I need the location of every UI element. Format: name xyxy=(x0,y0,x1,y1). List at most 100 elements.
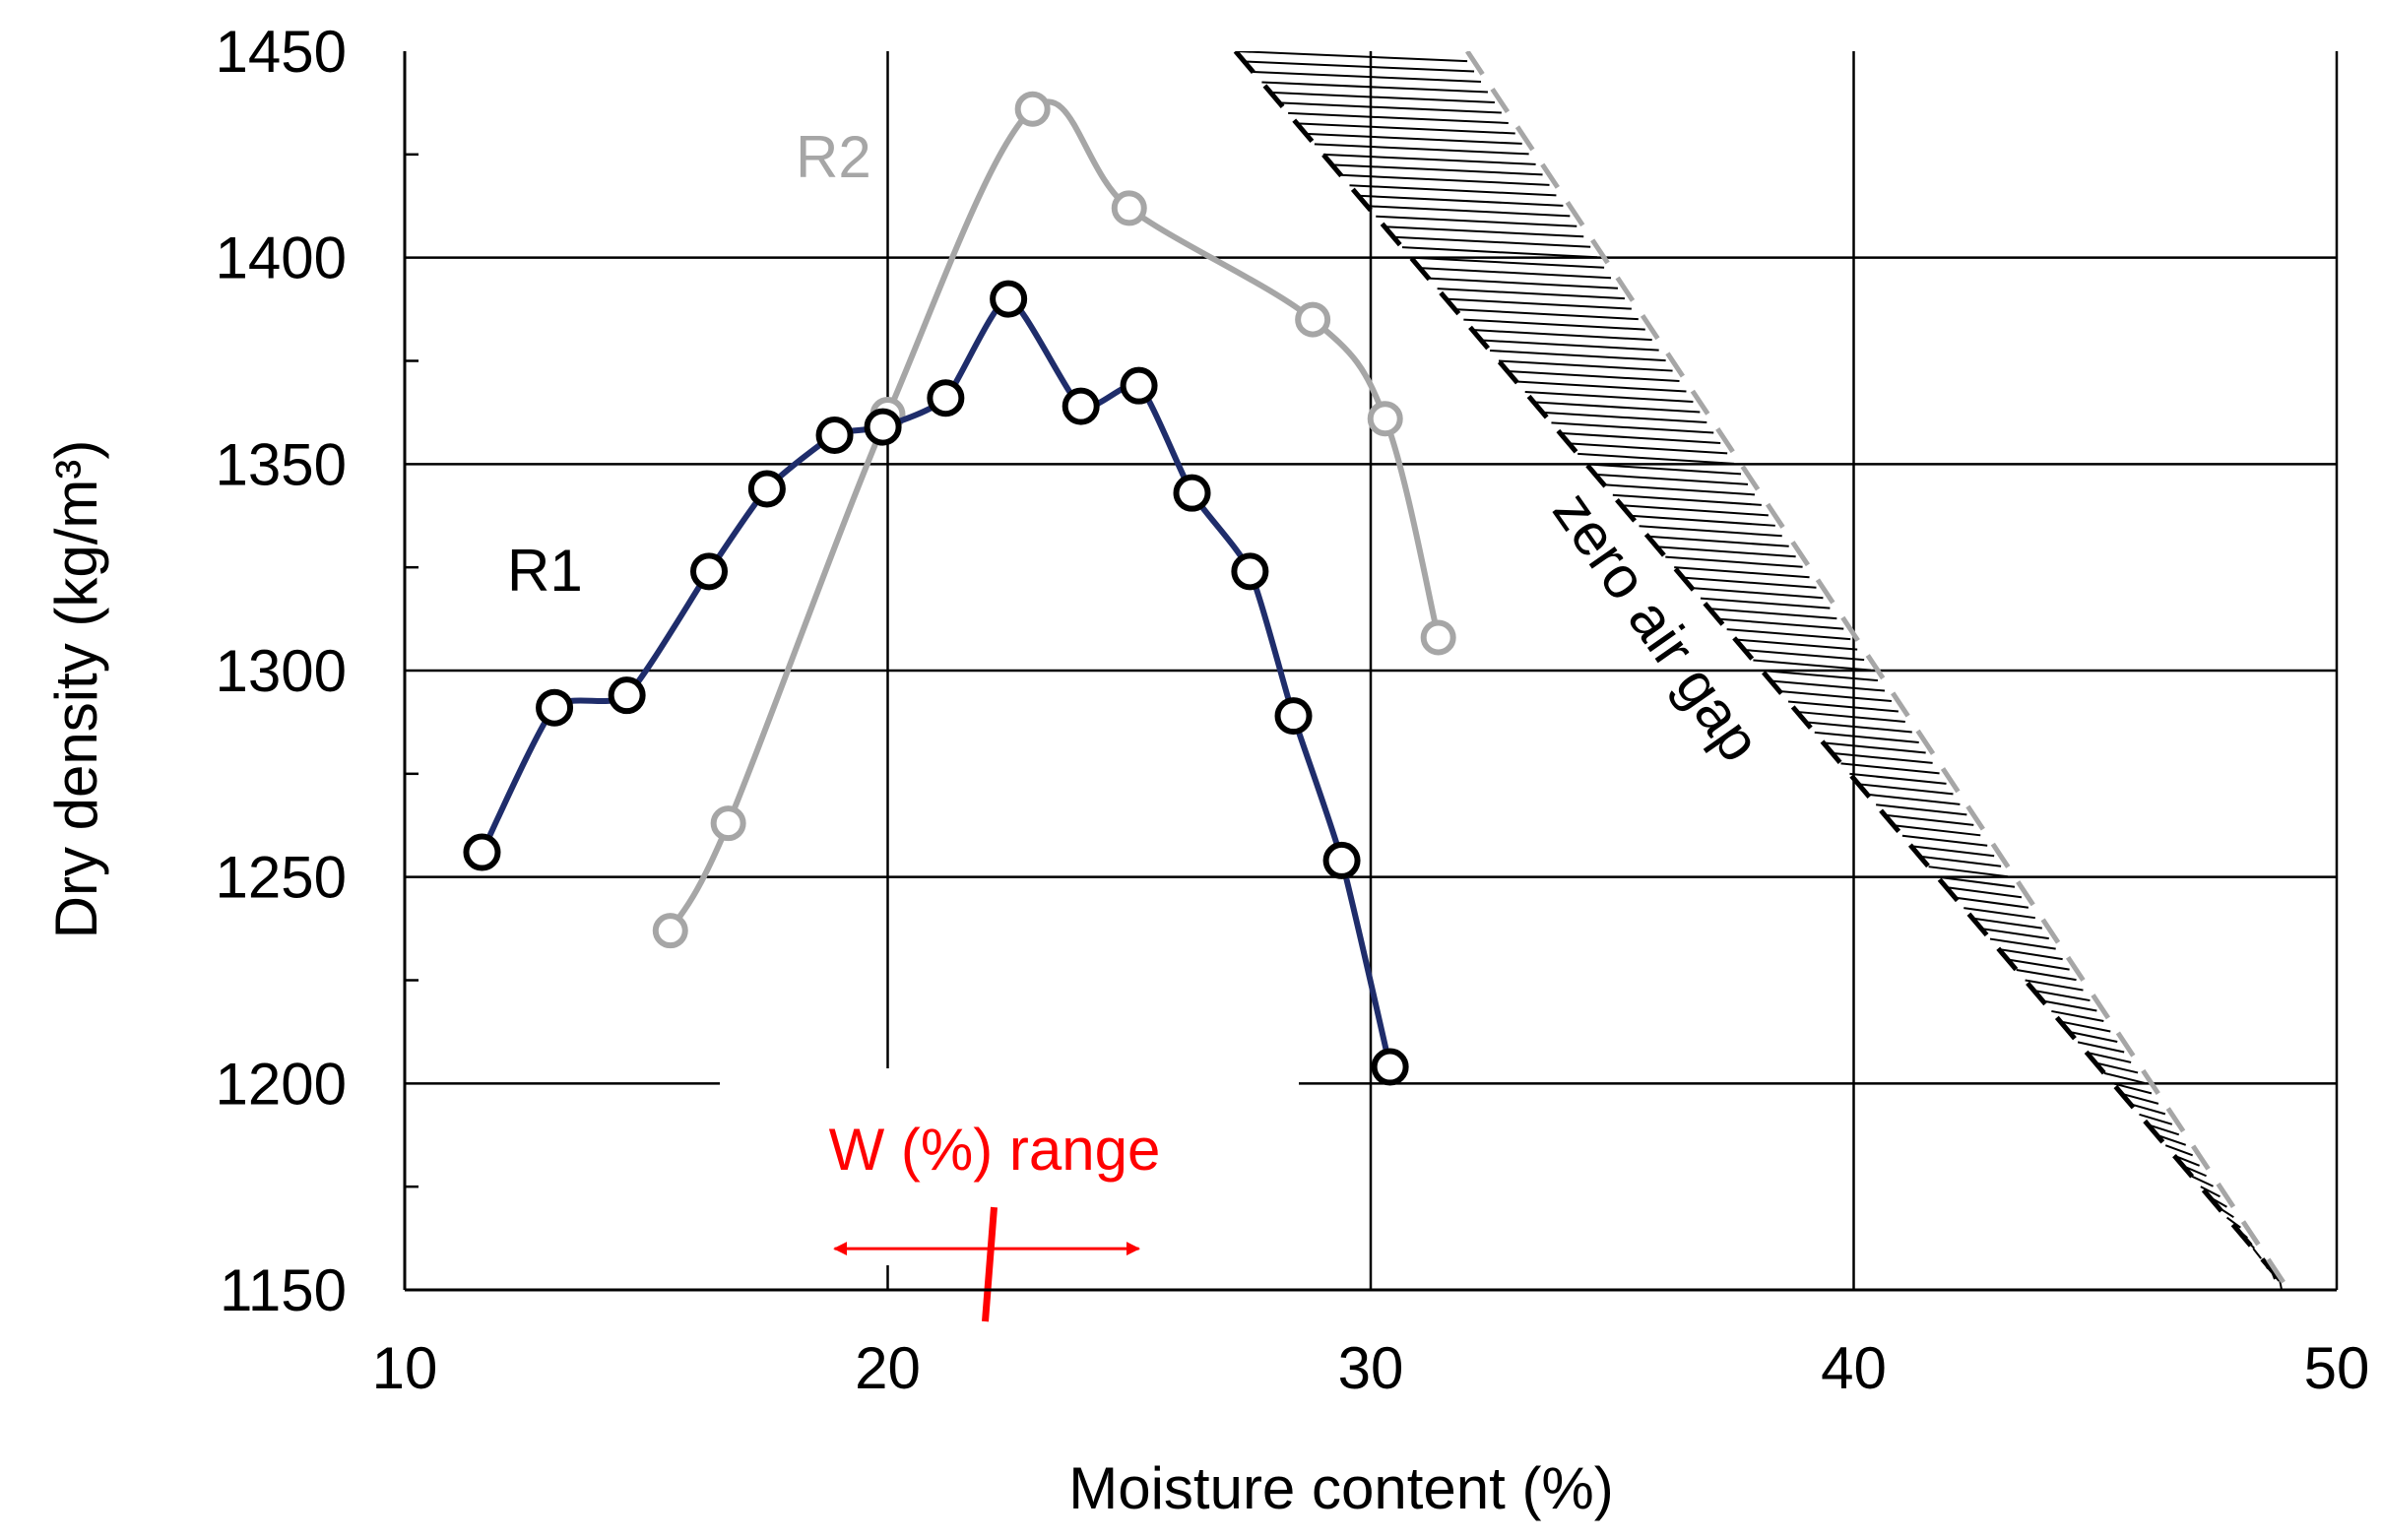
hatch-line xyxy=(1569,442,1728,455)
hatch-line xyxy=(2042,999,2097,1012)
hatch-line xyxy=(1630,514,1775,527)
x-tick-label: 50 xyxy=(2304,1335,2370,1401)
y-tick-label: 1350 xyxy=(216,431,347,497)
y-tick-label: 1200 xyxy=(216,1051,347,1117)
hatch-line xyxy=(1647,535,1789,547)
hatch-line xyxy=(1753,659,1872,672)
hatch-line xyxy=(1419,267,1612,280)
hatch-line xyxy=(1849,772,1947,785)
hatch-line xyxy=(1674,566,1810,579)
hatch-line xyxy=(1762,670,1879,682)
series-r1-point xyxy=(1322,841,1361,879)
hatch-line xyxy=(2060,1020,2111,1033)
hatch-line xyxy=(1989,937,2056,950)
hatch-line xyxy=(1700,597,1831,610)
hatch-line xyxy=(1384,225,1584,238)
hatch-line xyxy=(1253,70,1482,84)
hatch-line xyxy=(1972,917,2042,930)
hatch-line xyxy=(1884,813,1974,826)
hatch-line xyxy=(1612,493,1762,506)
hatch-line xyxy=(1964,907,2035,920)
hatch-line xyxy=(1296,122,1515,135)
hatch-line xyxy=(1867,793,1961,805)
hatch-line xyxy=(1998,948,2063,961)
hatch-line xyxy=(1560,431,1721,444)
hatch-line xyxy=(1919,855,2002,867)
y-tick-label: 1150 xyxy=(220,1257,347,1323)
x-tick-label: 10 xyxy=(372,1335,438,1401)
hatch-line xyxy=(2051,1009,2104,1022)
hatch-line xyxy=(1481,339,1659,352)
hatch-line xyxy=(1691,587,1824,600)
hatch-line xyxy=(1446,297,1632,310)
hatch-line xyxy=(1726,628,1851,641)
hatch-line xyxy=(1322,153,1536,165)
series-r1-point xyxy=(864,408,902,446)
series-r2-point xyxy=(1295,301,1331,338)
hatch-line xyxy=(1428,277,1619,289)
hatch-line xyxy=(1340,173,1550,186)
hatch-line xyxy=(1235,51,1468,63)
hatch-line xyxy=(1946,886,2023,899)
hatch-line xyxy=(1805,721,1912,734)
hatch-line xyxy=(1393,235,1591,248)
hatch-line xyxy=(1901,834,1988,847)
hatch-line xyxy=(2164,1144,2194,1157)
hatch-line xyxy=(2086,1051,2132,1063)
hatch-line xyxy=(1876,803,1967,816)
series-r2-point xyxy=(1111,190,1147,226)
hatch-line xyxy=(1586,463,1742,476)
grid-lines xyxy=(405,51,2337,1290)
series-r1-point xyxy=(747,470,786,508)
series-r1-point xyxy=(1062,387,1100,425)
hatch-line xyxy=(1367,205,1571,218)
x-tick-label: 40 xyxy=(1821,1335,1887,1401)
hatch-line xyxy=(1270,91,1495,103)
series-r1-point xyxy=(990,280,1028,318)
hatch-line xyxy=(1490,350,1666,362)
hatch-line xyxy=(1244,60,1475,73)
hatch-line xyxy=(2025,979,2084,992)
hatch-line xyxy=(2121,1092,2159,1105)
hatch-line xyxy=(1770,679,1886,692)
hatch-line xyxy=(2139,1113,2173,1125)
series-r1-point xyxy=(690,552,729,591)
y-tick-label: 1450 xyxy=(216,19,347,85)
series-r1-point xyxy=(1173,474,1211,512)
hatch-line xyxy=(1533,401,1701,414)
hatch-line xyxy=(1893,824,1981,837)
hatch-line xyxy=(1331,163,1543,176)
x-tick-label: 30 xyxy=(1338,1335,1404,1401)
series-r1-point xyxy=(1120,366,1158,405)
hatch-line xyxy=(2191,1175,2214,1187)
hatch-line xyxy=(1910,845,1995,858)
series-r2-point xyxy=(1367,401,1403,437)
hatch-line xyxy=(1717,617,1844,630)
hatch-line xyxy=(1594,473,1749,485)
series-r2-point xyxy=(1014,91,1051,127)
hatch-line xyxy=(1349,184,1557,197)
series-layer xyxy=(463,91,1456,1322)
hatch-line xyxy=(1314,143,1529,156)
hatch-line xyxy=(1840,762,1940,775)
hatch-line xyxy=(1472,329,1652,342)
hatch-line xyxy=(2112,1082,2153,1095)
hatch-line xyxy=(1683,576,1817,589)
hatch-line xyxy=(2077,1041,2125,1054)
hatch-line xyxy=(1665,555,1803,568)
hatch-line xyxy=(1261,81,1488,94)
hatch-line xyxy=(1279,101,1502,114)
hatch-line xyxy=(1542,411,1707,423)
hatch-line xyxy=(1498,359,1673,372)
hatch-line xyxy=(1796,710,1905,723)
hatch-line xyxy=(1832,751,1933,764)
y-tick-label: 1300 xyxy=(216,638,347,704)
series-r1-point xyxy=(1371,1048,1409,1086)
hatch-line xyxy=(1577,452,1735,465)
hatch-line xyxy=(1551,421,1714,434)
hatch-line xyxy=(2200,1186,2221,1198)
hatch-line xyxy=(2252,1248,2262,1259)
hatch-line xyxy=(1787,700,1899,713)
hatch-line xyxy=(1980,928,2049,940)
